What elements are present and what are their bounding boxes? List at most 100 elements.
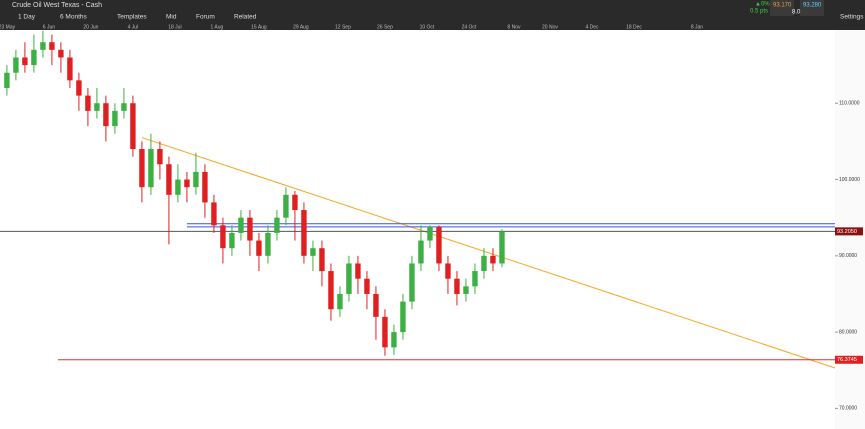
toolbar (0, 0, 865, 30)
x-tick-label: 20 Jun (83, 24, 98, 30)
candle-body (103, 103, 109, 127)
x-tick-label: 24 Oct (462, 24, 477, 30)
candle-body (202, 171, 208, 203)
candle-body (418, 240, 424, 264)
x-tick-label: 20 Nov (542, 24, 558, 30)
y-tick-label: 70.0000 (839, 406, 857, 412)
candle-body (229, 232, 235, 249)
x-tick-label: 6 Jun (43, 24, 55, 30)
button[interactable]: Related (234, 14, 257, 21)
candle-body (274, 217, 280, 233)
candle-body (49, 42, 55, 50)
candle-body (382, 316, 388, 348)
candle-body (355, 263, 361, 279)
candle-body (364, 278, 370, 294)
candle-body (319, 248, 325, 272)
x-tick-label: 8 Jan (691, 24, 703, 30)
x-tick-label: 12 Sep (335, 24, 351, 30)
candle-body (130, 103, 136, 150)
candle-body (463, 286, 469, 294)
candle-body (454, 278, 460, 294)
candle-body (400, 301, 406, 333)
candle-body (310, 248, 316, 256)
price-tag-label: 93.2050 (837, 229, 857, 235)
candle-body (238, 217, 244, 233)
candle-body (481, 255, 487, 272)
button[interactable]: 1 Day (18, 14, 36, 21)
x-tick-label: 10 Oct (420, 24, 435, 30)
candle-body (76, 80, 82, 96)
y-tick-label: 110.0000 (839, 101, 860, 107)
candle-body (175, 179, 181, 195)
candle-body (490, 255, 496, 264)
button[interactable]: Templates (117, 14, 147, 21)
buy-box[interactable] (800, 0, 824, 16)
x-tick-label: 15 Aug (251, 24, 267, 30)
x-tick-label: 23 May (0, 24, 16, 30)
candle-body (391, 332, 397, 348)
candle-body (184, 179, 190, 188)
sell: 93.170 (773, 3, 792, 9)
candle-body (283, 194, 289, 218)
candle-body (139, 149, 145, 188)
candle-body (148, 149, 154, 188)
x-tick-label: 8 Nov (507, 24, 521, 30)
x-tick-label: 18 Dec (626, 24, 642, 30)
candle-body (265, 232, 271, 256)
y-tick-label: 90.0000 (839, 253, 857, 259)
candle-body (67, 57, 73, 81)
candle-body (472, 271, 478, 287)
candle-body (436, 226, 442, 264)
button[interactable]: Forum (196, 14, 215, 21)
candle-body (58, 49, 64, 58)
candle-body (13, 57, 19, 73)
candle-body (193, 171, 199, 188)
x-tick-label: 4 Jul (128, 24, 139, 30)
candle-body (166, 164, 172, 195)
candle-body (112, 110, 118, 127)
buy: 93.280 (803, 3, 822, 9)
candle-body (346, 263, 352, 294)
price-tag (835, 227, 863, 236)
candle-body (499, 231, 505, 264)
candle-body (85, 95, 91, 111)
change-pts: 0.5 pts (750, 9, 768, 15)
candle-body (22, 57, 28, 66)
candle-body (40, 42, 46, 50)
candle-body (94, 103, 100, 111)
price-tag-label: 76.3745 (837, 357, 857, 363)
candle-body (328, 271, 334, 310)
candle-body (427, 226, 433, 241)
x-tick-label: 18 Jul (168, 24, 181, 30)
settings[interactable]: Settings (840, 14, 864, 21)
instrument[interactable]: Crude Oil West Texas - Cash (12, 2, 102, 9)
candle-body (247, 217, 253, 241)
candle-body (301, 210, 307, 256)
candle-body (211, 202, 217, 226)
candle-body (256, 240, 262, 256)
candle-body (157, 149, 163, 165)
button[interactable]: 6 Months (60, 14, 87, 21)
trend-line (141, 137, 836, 369)
y-tick-label: 100.0000 (839, 177, 860, 183)
candle-body (373, 293, 379, 317)
x-tick-label: 4 Dec (585, 24, 599, 30)
candle-body (4, 72, 10, 88)
button[interactable]: Mid (166, 14, 177, 21)
candle-body (445, 263, 451, 279)
x-tick-label: 26 Sep (377, 24, 393, 30)
x-tick-label: 1 Aug (211, 24, 224, 30)
price-tag (835, 355, 863, 364)
sell-box[interactable] (770, 0, 794, 16)
candle-body (220, 225, 226, 249)
candle-body (292, 194, 298, 211)
candle-body (31, 49, 37, 66)
candle-body (409, 263, 415, 302)
x-tick-label: 29 Aug (293, 24, 309, 30)
spread: 8.0 (792, 10, 801, 16)
y-tick-label: 80.0000 (839, 329, 857, 335)
candle-body (121, 103, 127, 111)
candle-body (337, 293, 343, 310)
